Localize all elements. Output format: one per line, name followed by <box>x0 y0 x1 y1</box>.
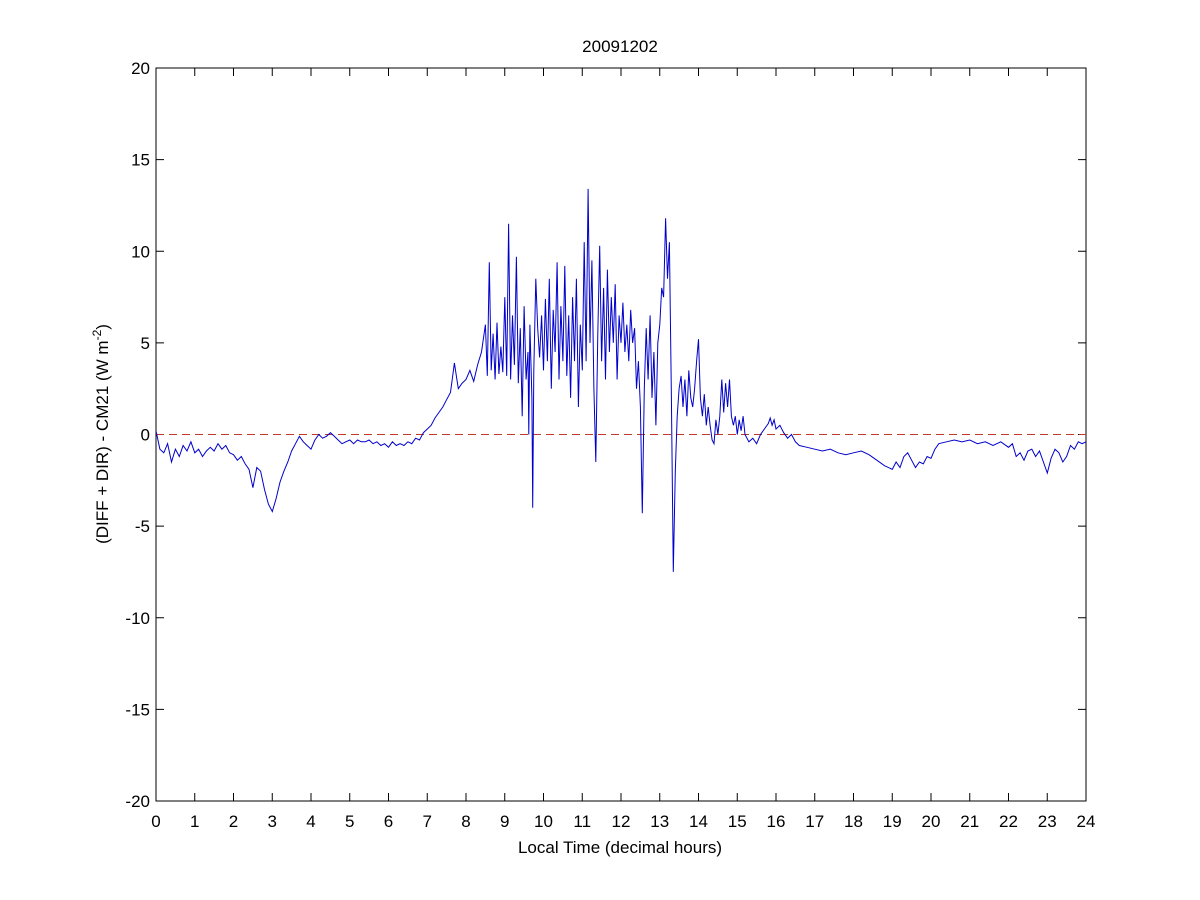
x-tick-label: 11 <box>573 812 591 831</box>
x-axis-label: Local Time (decimal hours) <box>518 838 722 857</box>
y-axis-label-main: (DIFF + DIR) - CM21 (W m <box>93 340 112 544</box>
x-tick-label: 10 <box>534 812 553 831</box>
x-tick-label: 0 <box>151 812 160 831</box>
x-tick-label: 9 <box>500 812 509 831</box>
y-tick-label: -5 <box>135 517 150 536</box>
y-tick-label: 20 <box>131 59 150 78</box>
x-tick-label: 7 <box>423 812 432 831</box>
y-tick-label: -15 <box>125 700 150 719</box>
x-tick-label: 18 <box>844 812 863 831</box>
y-tick-label: 5 <box>141 334 150 353</box>
x-tick-label: 3 <box>268 812 277 831</box>
y-tick-label: 15 <box>131 151 150 170</box>
x-tick-label: 13 <box>650 812 669 831</box>
y-tick-label: 10 <box>131 242 150 261</box>
x-tick-label: 1 <box>190 812 199 831</box>
y-tick-label: 0 <box>141 426 150 445</box>
x-tick-label: 14 <box>689 812 708 831</box>
chart-title: 20091202 <box>582 37 658 56</box>
x-tick-label: 15 <box>728 812 747 831</box>
x-tick-label: 16 <box>767 812 786 831</box>
x-tick-label: 20 <box>922 812 941 831</box>
x-tick-label: 22 <box>999 812 1018 831</box>
x-tick-label: 12 <box>612 812 631 831</box>
y-axis-label-exponent: -2 <box>90 329 104 340</box>
y-tick-label: -20 <box>125 792 150 811</box>
x-tick-label: 19 <box>883 812 902 831</box>
plot-area <box>155 67 1087 802</box>
y-axis-label: (DIFF + DIR) - CM21 (W m-2) <box>90 324 112 544</box>
x-tick-label: 6 <box>384 812 393 831</box>
y-tick-label: -10 <box>125 609 150 628</box>
y-axis-label-close: ) <box>93 324 112 330</box>
x-tick-label: 21 <box>960 812 979 831</box>
x-tick-label: 23 <box>1038 812 1057 831</box>
x-tick-label: 5 <box>345 812 354 831</box>
x-tick-label: 2 <box>229 812 238 831</box>
data-series-line <box>155 188 1087 572</box>
x-tick-label: 17 <box>805 812 824 831</box>
x-tick-label: 24 <box>1077 812 1096 831</box>
x-tick-label: 8 <box>461 812 470 831</box>
x-tick-label: 4 <box>306 812 315 831</box>
